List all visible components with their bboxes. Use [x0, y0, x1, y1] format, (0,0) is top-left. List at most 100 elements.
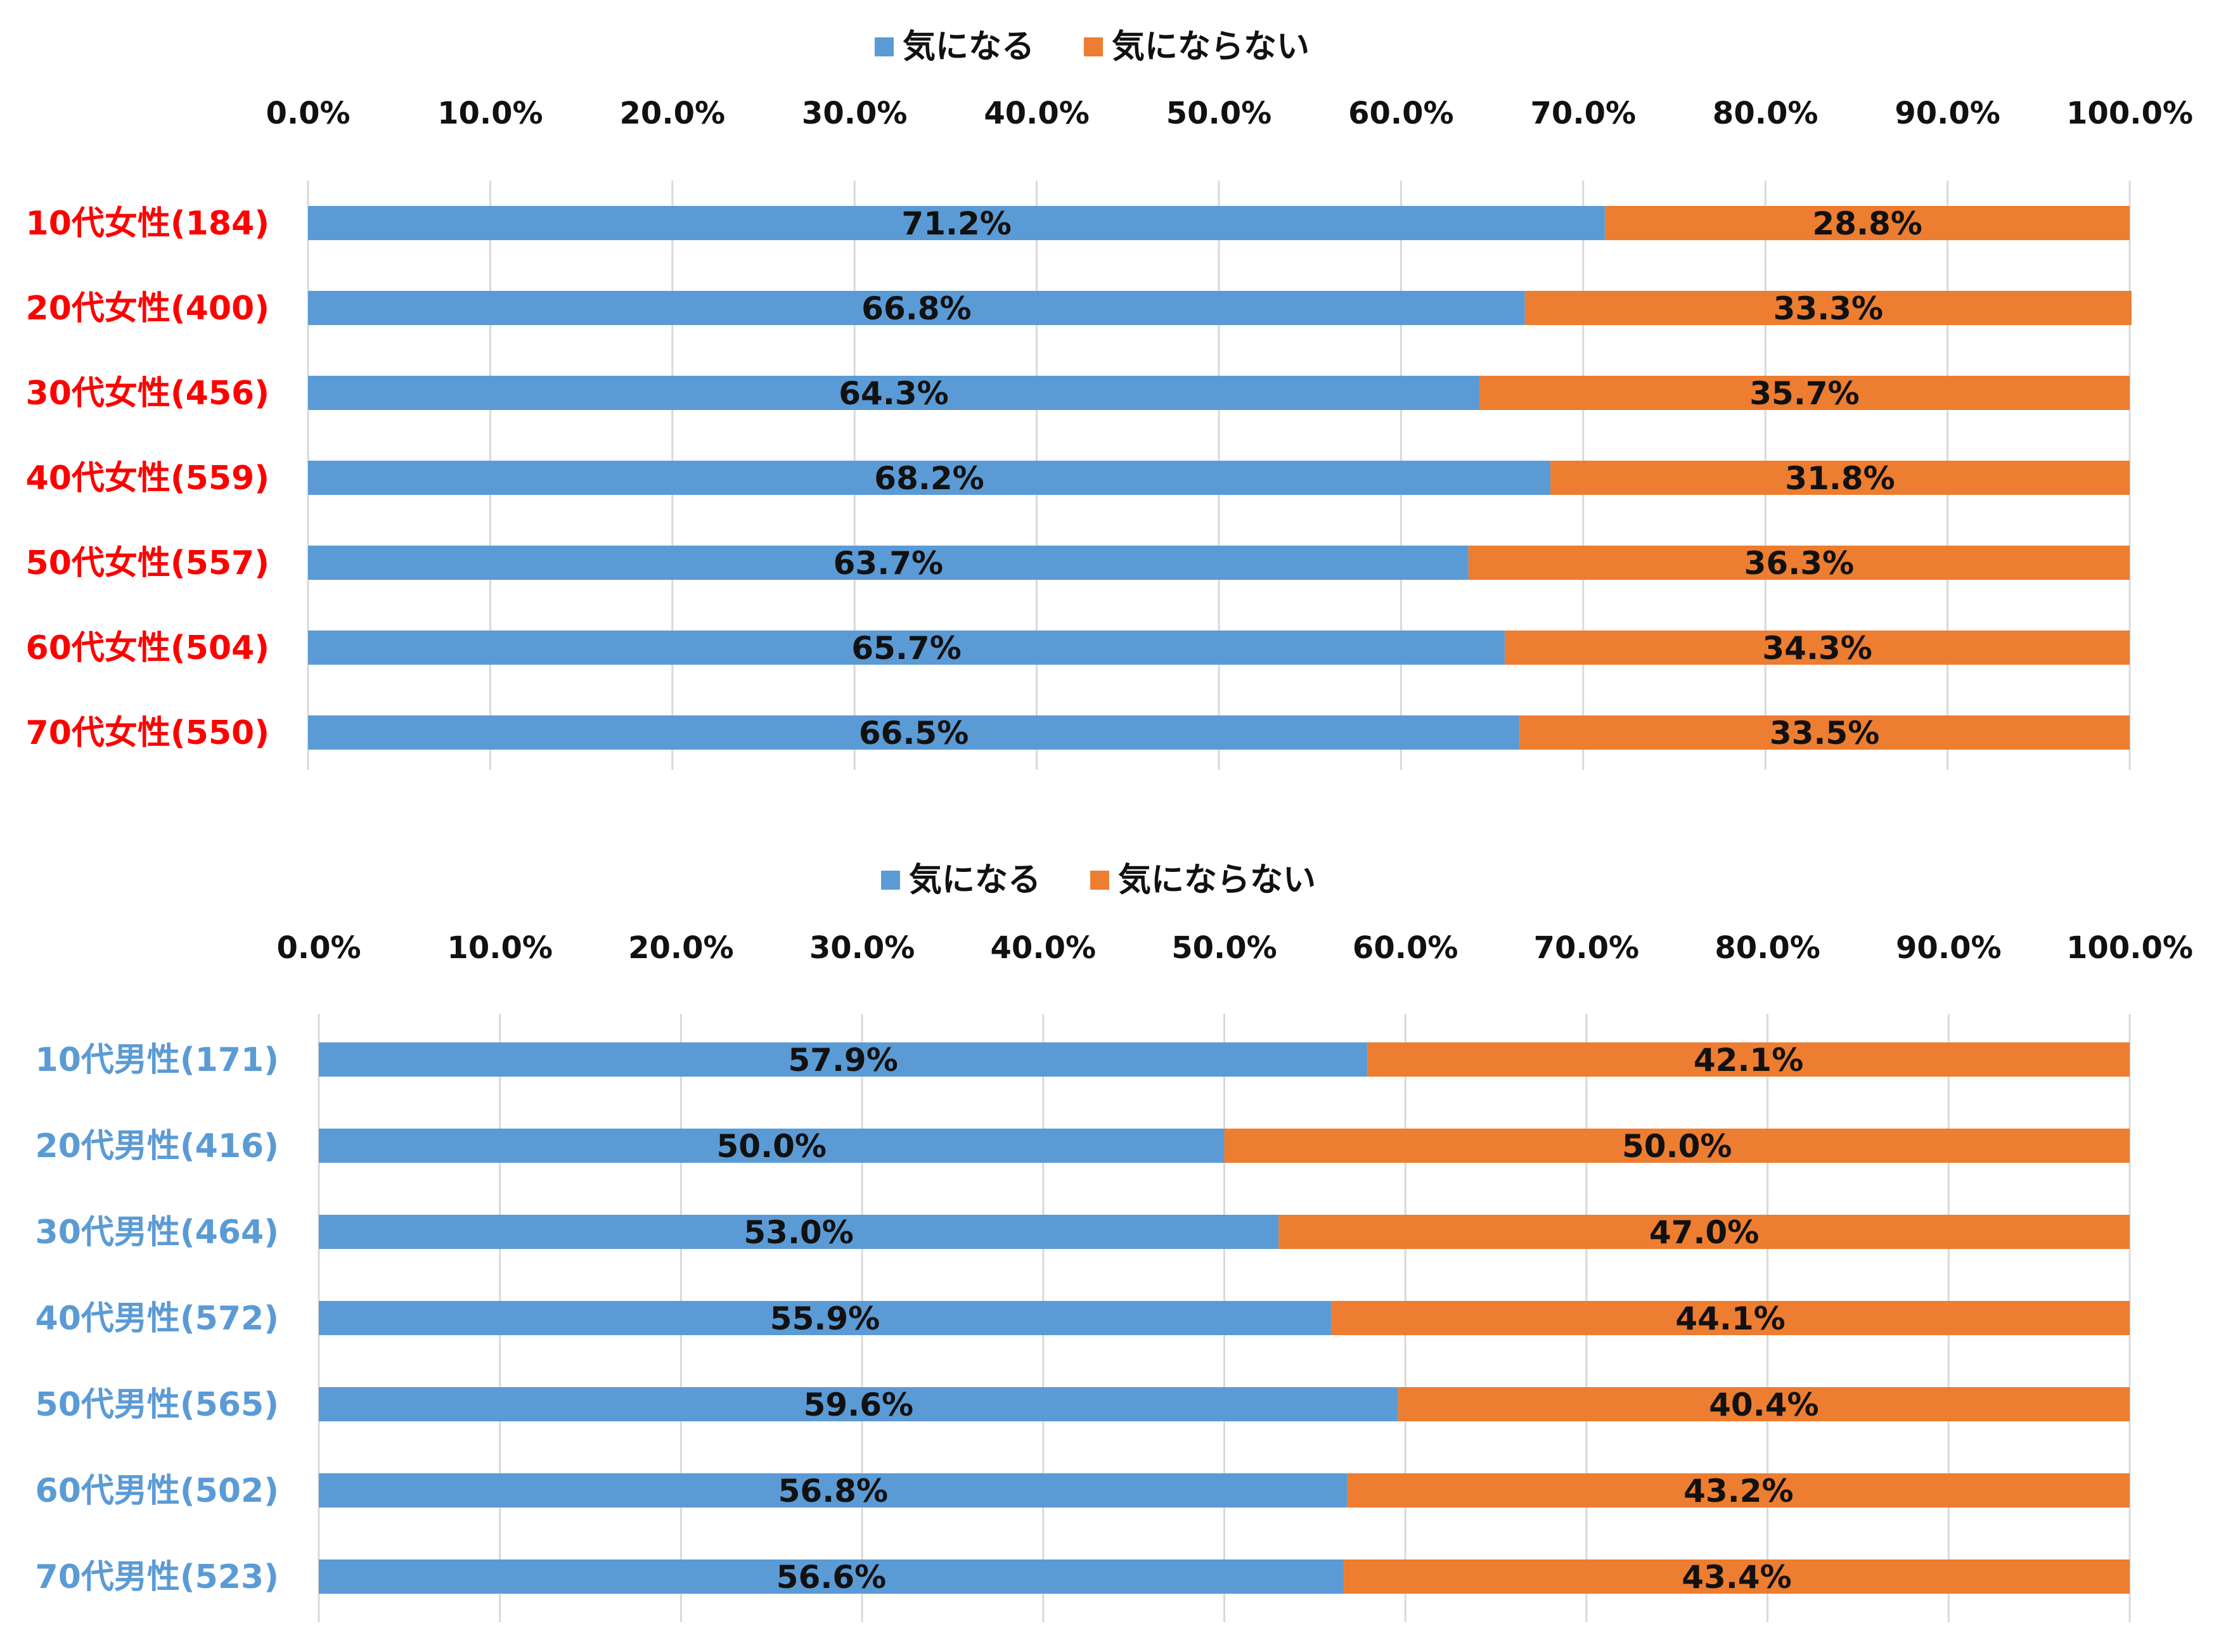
- bar-row: 60代男性(502) 56.8% 43.2%: [35, 1472, 2130, 1510]
- chart-1: 気になる 気にならない 0.0% 10.0% 20.0% 30.0% 40.0% 50.0% 6…: [26, 28, 2193, 770]
- data-label: 64.3%: [839, 375, 948, 412]
- legend-label-2: 気にならない: [1112, 28, 1310, 66]
- bar-segment-not-concerned: [1331, 1301, 2130, 1335]
- x-tick-label: 70.0%: [1531, 96, 1637, 131]
- category-label: 30代女性(456): [26, 375, 269, 413]
- data-label: 65.7%: [851, 630, 961, 667]
- x-tick-label: 80.0%: [1713, 96, 1818, 131]
- bar-segment-concerned: [308, 715, 1520, 750]
- bar-segment-concerned: [319, 1473, 1348, 1508]
- legend-label-1: 気になる: [909, 861, 1041, 899]
- legend: 気になる 気にならない: [875, 28, 1310, 66]
- x-tick-label: 10.0%: [437, 96, 543, 131]
- bar-segment-concerned: [319, 1042, 1368, 1077]
- data-label: 34.3%: [1762, 630, 1872, 667]
- bar-segment-not-concerned: [1468, 546, 2130, 580]
- category-label: 10代女性(184): [26, 205, 269, 243]
- category-label: 60代男性(502): [35, 1472, 279, 1510]
- bar-segment-not-concerned: [1505, 631, 2130, 665]
- bar-segment-concerned: [319, 1559, 1344, 1594]
- bar-segment-concerned: [319, 1387, 1398, 1421]
- data-label: 50.0%: [1622, 1128, 1732, 1165]
- category-label: 70代女性(550): [26, 714, 269, 752]
- bar-segment-not-concerned: [1519, 715, 2130, 750]
- x-tick-label: 0.0%: [276, 930, 361, 966]
- bar-segment-concerned: [319, 1129, 1225, 1163]
- bar-row: 20代男性(416) 50.0% 50.0%: [35, 1127, 2130, 1165]
- bar-segment-not-concerned: [1398, 1387, 2130, 1421]
- x-tick-label: 80.0%: [1715, 930, 1820, 966]
- bar-segment-not-concerned: [1224, 1129, 2130, 1163]
- category-label: 10代男性(171): [35, 1041, 279, 1079]
- x-tick-label: 50.0%: [1166, 96, 1272, 131]
- x-tick-label: 60.0%: [1348, 96, 1454, 131]
- data-label: 50.0%: [717, 1128, 827, 1165]
- bar-segment-not-concerned: [1524, 291, 2132, 325]
- bar-segment-concerned: [319, 1215, 1279, 1249]
- data-label: 40.4%: [1709, 1386, 1818, 1423]
- bar-segment-not-concerned: [1605, 206, 2130, 240]
- x-tick-label: 50.0%: [1171, 930, 1277, 966]
- bar-segment-concerned: [308, 376, 1479, 410]
- x-tick-label: 90.0%: [1895, 96, 2000, 131]
- bar-row: 30代女性(456) 64.3% 35.7%: [26, 375, 2130, 413]
- data-label: 55.9%: [770, 1300, 880, 1337]
- data-label: 68.2%: [874, 460, 984, 497]
- x-tick-label: 20.0%: [628, 930, 734, 966]
- bar-row: 40代女性(559) 68.2% 31.8%: [26, 459, 2130, 497]
- legend: 気になる 気にならない: [881, 861, 1316, 899]
- data-label: 43.4%: [1682, 1559, 1791, 1596]
- data-label: 28.8%: [1812, 205, 1922, 242]
- data-label: 63.7%: [833, 545, 943, 582]
- bar-row: 20代女性(400) 66.8% 33.3%: [26, 290, 2132, 328]
- data-label: 33.3%: [1773, 290, 1883, 327]
- bar-row: 50代男性(565) 59.6% 40.4%: [35, 1386, 2130, 1424]
- x-tick-label: 90.0%: [1896, 930, 2002, 966]
- bar-segment-not-concerned: [1344, 1559, 2130, 1594]
- bar-row: 50代女性(557) 63.7% 36.3%: [26, 544, 2130, 582]
- data-label: 36.3%: [1744, 545, 1854, 582]
- x-tick-label: 70.0%: [1534, 930, 1640, 966]
- bar-segment-concerned: [308, 631, 1505, 665]
- data-label: 66.5%: [859, 715, 969, 752]
- data-label: 59.6%: [804, 1386, 913, 1423]
- category-label: 40代男性(572): [35, 1300, 279, 1338]
- legend-swatch-2: [1090, 871, 1109, 890]
- data-label: 44.1%: [1675, 1300, 1785, 1337]
- bar-segment-not-concerned: [1550, 461, 2130, 495]
- x-tick-label: 60.0%: [1353, 930, 1458, 966]
- chart-2: 気になる 気にならない 0.0% 10.0% 20.0% 30.0% 40.0% 50.0% 6…: [35, 861, 2193, 1622]
- data-label: 66.8%: [861, 290, 971, 327]
- data-label: 42.1%: [1694, 1042, 1803, 1079]
- legend-label-2: 気にならない: [1118, 861, 1316, 899]
- bar-row: 10代男性(171) 57.9% 42.1%: [35, 1041, 2130, 1079]
- bar-segment-not-concerned: [1347, 1473, 2130, 1508]
- bar-segment-not-concerned: [1367, 1042, 2130, 1077]
- legend-swatch-2: [1084, 37, 1103, 56]
- bar-row: 70代男性(523) 56.6% 43.4%: [35, 1558, 2130, 1596]
- data-label: 43.2%: [1683, 1473, 1793, 1509]
- category-label: 40代女性(559): [26, 459, 269, 497]
- data-label: 47.0%: [1649, 1214, 1759, 1251]
- bar-row: 10代女性(184) 71.2% 28.8%: [26, 205, 2130, 243]
- data-label: 71.2%: [901, 205, 1011, 242]
- bar-segment-concerned: [308, 546, 1469, 580]
- x-tick-label: 30.0%: [802, 96, 908, 131]
- bar-segment-concerned: [308, 461, 1551, 495]
- bar-segment-not-concerned: [1278, 1215, 2130, 1249]
- bar-segment-concerned: [308, 206, 1606, 240]
- x-tick-label: 100.0%: [2066, 96, 2193, 131]
- data-label: 35.7%: [1749, 375, 1859, 412]
- bar-segment-concerned: [308, 291, 1525, 325]
- legend-swatch-1: [881, 871, 900, 890]
- data-label: 53.0%: [743, 1214, 853, 1251]
- legend-swatch-1: [875, 37, 894, 56]
- category-label: 50代男性(565): [35, 1386, 279, 1424]
- bar-segment-concerned: [319, 1301, 1332, 1335]
- x-tick-label: 0.0%: [266, 96, 350, 131]
- category-label: 60代女性(504): [26, 629, 269, 667]
- x-tick-label: 40.0%: [984, 96, 1090, 131]
- bar-row: 60代女性(504) 65.7% 34.3%: [26, 629, 2130, 667]
